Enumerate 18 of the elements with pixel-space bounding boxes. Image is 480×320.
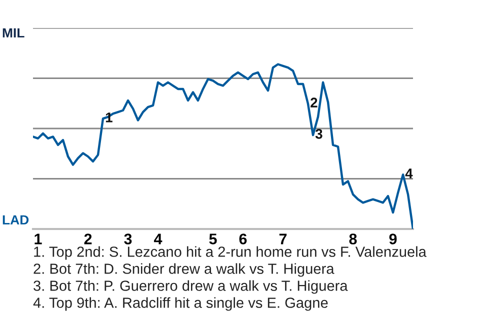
x-tick-label: 2 <box>84 234 92 244</box>
text: LAD <box>2 215 29 224</box>
x-tick-label: 4 <box>154 234 162 244</box>
annotation: 4 <box>405 168 413 178</box>
text: MIL <box>2 28 24 38</box>
x-tick-label: 6 <box>239 234 247 244</box>
x-tick-label: 7 <box>279 234 287 244</box>
x-tick-label: 3 <box>124 234 132 244</box>
text: 2. Bot 7th: D. Snider drew a walk vs T. Higuera <box>34 263 334 277</box>
text: 1. Top 2nd: S. Lezcano hit a 2-run home run vs F. Valenzuela <box>34 246 426 260</box>
x-tick-label: 1 <box>34 234 42 244</box>
x-tick-label: 8 <box>349 234 357 244</box>
annotation: 2 <box>310 98 318 108</box>
text: 3. Bot 7th: P. Guerrero drew a walk vs T. Higuera <box>34 280 348 294</box>
x-tick-label: 9 <box>389 234 397 244</box>
annotation: 3 <box>315 128 322 139</box>
text: 4. Top 9th: A. Radcliff hit a single vs E. Gagne <box>33 297 328 311</box>
x-tick-label: 5 <box>209 234 217 244</box>
